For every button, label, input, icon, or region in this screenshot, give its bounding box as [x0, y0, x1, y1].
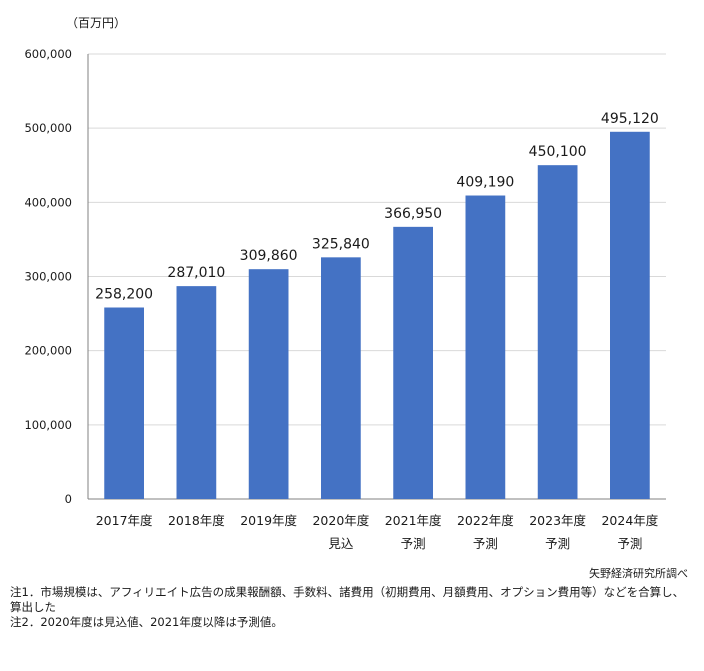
x-tick-sublabel: 予測 [473, 536, 498, 551]
footnote-1: 注1．市場規模は、アフィリエイト広告の成果報酬額、手数料、諸費用（初期費用、月額… [10, 585, 685, 614]
y-tick-label: 100,000 [24, 418, 72, 432]
bar [465, 195, 506, 500]
data-label: 450,100 [529, 144, 587, 160]
y-tick-label: 500,000 [24, 121, 72, 135]
data-label: 325,840 [312, 236, 370, 252]
x-tick-label: 2023年度 [529, 513, 586, 528]
bar-chart: 0 100,000 200,000 300,000 400,000 500,000 600,… [24, 47, 666, 551]
y-tick-label: 200,000 [24, 344, 72, 358]
data-label: 409,190 [456, 175, 514, 191]
bar [321, 257, 361, 499]
source-credit: 矢野経済研究所調べ [589, 567, 688, 580]
x-tick-sublabel: 予測 [545, 536, 570, 551]
x-tick-sublabel: 予測 [401, 536, 426, 551]
x-tick-sublabel: 見込 [328, 536, 354, 551]
bar [537, 165, 578, 499]
data-label: 287,010 [167, 265, 225, 281]
y-tick-label: 0 [65, 492, 72, 506]
x-tick-label: 2024年度 [601, 513, 658, 528]
x-tick-label: 2017年度 [96, 513, 153, 528]
x-tick-label: 2018年度 [168, 513, 225, 528]
x-tick-label: 2021年度 [385, 513, 442, 528]
bar [248, 269, 289, 499]
bar [176, 286, 217, 499]
y-axis-unit-label: （百万円） [66, 16, 127, 30]
footnotes: 注1．市場規模は、アフィリエイト広告の成果報酬額、手数料、諸費用（初期費用、月額… [10, 585, 690, 630]
y-tick-label: 600,000 [24, 47, 72, 61]
x-tick-sublabel: 予測 [617, 536, 642, 551]
x-tick-label: 2020年度 [312, 513, 369, 528]
data-label: 495,120 [601, 111, 659, 127]
bar [393, 226, 433, 500]
x-tick-label: 2019年度 [240, 513, 297, 528]
footnote-2: 注2．2020年度は見込値、2021年度以降は予測値。 [10, 615, 283, 629]
y-tick-label: 300,000 [24, 270, 72, 284]
y-tick-label: 400,000 [24, 195, 72, 209]
bar [610, 131, 650, 499]
data-label: 366,950 [384, 206, 442, 222]
bar [104, 307, 144, 499]
x-tick-label: 2022年度 [457, 513, 514, 528]
data-label: 258,200 [95, 287, 153, 303]
data-label: 309,860 [240, 248, 298, 264]
